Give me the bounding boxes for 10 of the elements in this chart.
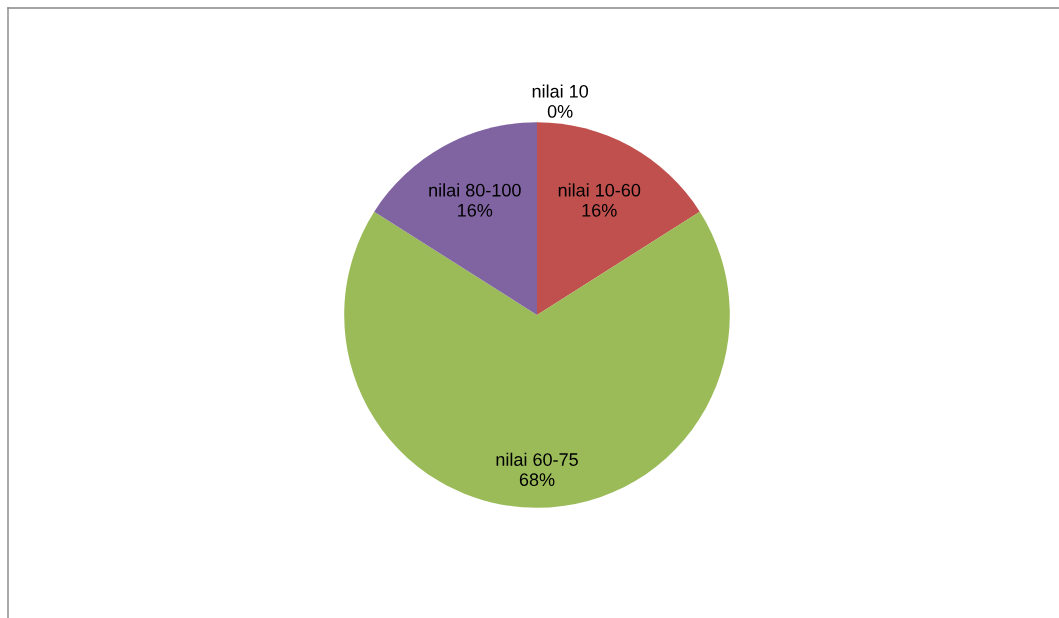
data-label: 68% bbox=[519, 473, 555, 487]
slice-label: nilai 10-60 bbox=[558, 183, 641, 197]
slice-label: nilai 80-100 bbox=[429, 183, 521, 197]
slice-label: nilai 60-75 bbox=[496, 452, 578, 466]
category-label: nilai 10 bbox=[532, 84, 589, 98]
pie-slice bbox=[537, 122, 700, 315]
pie-slice bbox=[374, 122, 537, 315]
text: 0% bbox=[547, 105, 573, 118]
data-label: 16% bbox=[458, 203, 493, 217]
data-label: 16% bbox=[582, 203, 617, 217]
